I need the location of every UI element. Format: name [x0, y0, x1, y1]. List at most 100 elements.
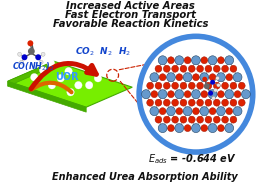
Circle shape [217, 73, 225, 82]
Polygon shape [8, 61, 54, 86]
Circle shape [163, 99, 170, 106]
Circle shape [230, 99, 237, 106]
Circle shape [197, 65, 204, 72]
Circle shape [183, 107, 192, 116]
Circle shape [168, 125, 174, 132]
Circle shape [204, 83, 210, 89]
Circle shape [197, 82, 204, 89]
Circle shape [214, 88, 217, 92]
Text: UOR: UOR [55, 72, 79, 82]
Circle shape [192, 56, 200, 65]
Circle shape [158, 90, 167, 99]
Circle shape [167, 73, 175, 82]
Circle shape [168, 91, 174, 98]
Circle shape [31, 74, 38, 81]
Circle shape [222, 116, 229, 123]
Circle shape [213, 65, 220, 72]
Circle shape [172, 99, 179, 106]
Circle shape [212, 96, 215, 100]
Circle shape [193, 74, 199, 81]
Circle shape [233, 107, 242, 116]
Circle shape [188, 82, 195, 89]
Circle shape [175, 90, 184, 99]
Circle shape [225, 56, 234, 65]
Circle shape [197, 99, 204, 106]
Circle shape [163, 65, 170, 72]
Circle shape [233, 73, 242, 82]
Circle shape [234, 91, 241, 98]
Circle shape [188, 99, 195, 106]
Circle shape [159, 108, 166, 115]
Circle shape [205, 82, 212, 89]
Circle shape [217, 125, 224, 132]
Circle shape [208, 56, 217, 65]
Circle shape [158, 56, 167, 65]
Circle shape [172, 82, 179, 89]
Circle shape [230, 65, 237, 72]
Circle shape [22, 54, 27, 60]
Circle shape [208, 91, 213, 96]
Circle shape [225, 90, 234, 99]
Polygon shape [8, 61, 132, 107]
Circle shape [183, 73, 192, 82]
Circle shape [159, 74, 166, 81]
Circle shape [147, 82, 153, 89]
FancyArrowPatch shape [31, 64, 96, 89]
Circle shape [155, 82, 162, 89]
Circle shape [205, 99, 212, 106]
Circle shape [94, 74, 102, 82]
Circle shape [209, 74, 216, 81]
Circle shape [172, 65, 179, 72]
Text: Fast Electron Transport: Fast Electron Transport [65, 10, 196, 20]
Circle shape [147, 99, 153, 106]
Circle shape [18, 52, 22, 56]
Circle shape [176, 74, 183, 81]
Circle shape [210, 80, 215, 85]
Circle shape [226, 74, 233, 81]
Circle shape [168, 57, 174, 64]
Circle shape [193, 108, 199, 115]
Circle shape [192, 124, 200, 133]
Circle shape [217, 83, 220, 87]
Circle shape [208, 90, 217, 99]
Circle shape [208, 124, 217, 133]
Text: Increased Active Areas: Increased Active Areas [66, 1, 195, 11]
Circle shape [188, 116, 195, 123]
Circle shape [141, 90, 150, 99]
Circle shape [213, 99, 220, 106]
Circle shape [28, 48, 35, 55]
Circle shape [201, 57, 208, 64]
Circle shape [150, 73, 159, 82]
Circle shape [172, 116, 179, 123]
Circle shape [197, 116, 204, 123]
Circle shape [180, 116, 187, 123]
Circle shape [41, 52, 45, 56]
Circle shape [163, 82, 170, 89]
Text: CO(NH$_2$)$_2$: CO(NH$_2$)$_2$ [12, 61, 54, 74]
Circle shape [155, 65, 162, 72]
Circle shape [139, 36, 253, 152]
Circle shape [85, 81, 93, 89]
Circle shape [192, 90, 200, 99]
Circle shape [201, 91, 208, 98]
Circle shape [225, 124, 234, 133]
Circle shape [238, 82, 245, 89]
Circle shape [205, 116, 212, 123]
Circle shape [180, 99, 187, 106]
Circle shape [27, 40, 33, 46]
Circle shape [217, 91, 224, 98]
Circle shape [226, 108, 233, 115]
Circle shape [184, 125, 191, 132]
Circle shape [222, 82, 229, 89]
Text: Enhanced Urea Absorption Ability: Enhanced Urea Absorption Ability [52, 172, 238, 182]
Circle shape [155, 99, 162, 106]
Circle shape [222, 65, 229, 72]
Circle shape [48, 81, 56, 89]
Circle shape [65, 67, 72, 75]
Circle shape [230, 116, 237, 123]
Text: CO$_2$  N$_2$  H$_2$: CO$_2$ N$_2$ H$_2$ [75, 45, 131, 57]
Circle shape [150, 107, 159, 116]
Circle shape [238, 99, 245, 106]
Circle shape [39, 60, 43, 64]
Circle shape [201, 125, 208, 132]
